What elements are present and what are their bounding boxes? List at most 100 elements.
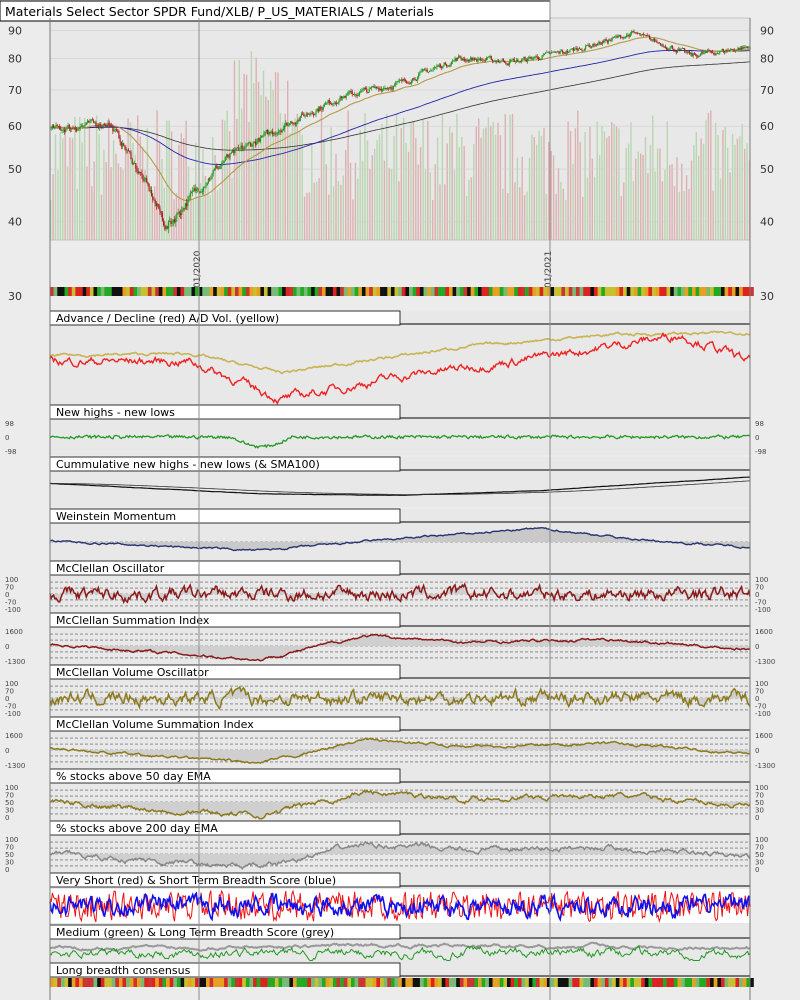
candle-body [351, 91, 353, 95]
candle-body [720, 50, 722, 52]
candle-body [599, 41, 601, 44]
candle-body [321, 108, 323, 110]
candle-body [89, 121, 91, 123]
candle-body [62, 129, 64, 131]
volume-bar [577, 110, 579, 240]
panel-title: McClellan Volume Oscillator [56, 666, 209, 679]
candle-body [202, 186, 205, 192]
candle-body [397, 81, 399, 82]
panel-tick-left: 50 [5, 851, 14, 859]
panel-tick-right: 98 [755, 420, 764, 428]
strip-top-cell [409, 287, 413, 296]
candle-body [310, 113, 312, 115]
candle-body [367, 92, 369, 93]
candle-body [609, 39, 611, 41]
candle-body [240, 145, 242, 148]
candle-body [548, 51, 550, 54]
volume-bar [398, 181, 400, 240]
strip-top-cell [365, 287, 370, 296]
strip-top-cell [314, 287, 319, 296]
volume-bar [272, 89, 274, 240]
strip-top-cell [271, 287, 275, 296]
candle-body [709, 50, 711, 52]
strip-bottom-cell [478, 978, 482, 987]
strip-bottom-cell [430, 978, 435, 987]
candle-body [663, 46, 665, 48]
volume-bar [287, 80, 289, 240]
candle-body [181, 210, 183, 215]
candle-body [456, 58, 458, 61]
strip-top-cell [213, 287, 217, 296]
candle-body [678, 48, 680, 50]
volume-bar [81, 142, 83, 240]
candle-body [650, 39, 652, 40]
candle-body [441, 67, 443, 69]
candle-body [238, 147, 240, 149]
volume-bar [594, 177, 596, 240]
volume-bar [478, 118, 480, 240]
candle-body [149, 190, 151, 191]
candle-body [172, 219, 174, 222]
volume-bar [168, 120, 170, 240]
volume-bar [519, 187, 521, 240]
strip-bottom-cell [608, 978, 613, 987]
candle-body [645, 35, 647, 36]
candle-body [105, 125, 107, 126]
volume-bar [569, 130, 572, 240]
volume-bar [313, 182, 315, 240]
strip-top-cell [71, 287, 76, 296]
panel-tick-right: -70 [755, 599, 766, 607]
candle-body [90, 119, 92, 122]
volume-bar [262, 70, 265, 240]
candle-body [464, 58, 466, 61]
panel-tick-right: 100 [755, 680, 768, 688]
candle-body [489, 56, 491, 57]
strip-bottom-cell [57, 978, 62, 987]
candle-body [512, 58, 514, 60]
candle-body [385, 88, 387, 89]
candle-body [317, 108, 319, 111]
candle-body [737, 48, 739, 50]
strip-top-cell [169, 287, 174, 296]
candle-body [497, 61, 500, 63]
volume-bar [57, 170, 59, 240]
panel-tick-right: 0 [755, 643, 759, 651]
indicator-line [49, 685, 751, 710]
volume-bar [678, 191, 681, 240]
strip-top-cell [561, 287, 566, 296]
candle-body [566, 51, 568, 53]
volume-bar [453, 170, 456, 240]
strip-top-cell [604, 287, 609, 296]
strip-top-cell [369, 287, 373, 296]
candle-body [389, 87, 391, 89]
strip-top-cell [60, 287, 65, 296]
panel-tick-left: -100 [5, 710, 21, 718]
strip-top-cell [572, 287, 577, 296]
candle-body [493, 60, 495, 62]
candle-body [695, 54, 697, 56]
price-tick-right: 60 [760, 120, 774, 133]
volume-bar [555, 194, 557, 240]
candle-body [500, 61, 502, 63]
strip-bottom-cell [441, 978, 446, 987]
strip-top-cell [162, 287, 167, 296]
panel-tick-left: 0 [5, 866, 9, 874]
strip-top-cell [423, 287, 428, 296]
strip-bottom-cell [467, 978, 471, 987]
candle-body [125, 149, 127, 151]
strip-bottom-cell [579, 978, 584, 987]
panel-tick-left: 0 [5, 434, 9, 442]
candle-body [731, 49, 733, 50]
candle-body [151, 190, 153, 197]
candle-body [200, 191, 202, 193]
strip-bottom-cell [329, 978, 334, 987]
candle-body [508, 61, 510, 65]
candle-body [224, 157, 226, 161]
volume-bar [79, 116, 81, 240]
strip-bottom-cell [271, 978, 275, 987]
volume-bar [635, 158, 637, 240]
volume-bar [154, 186, 156, 240]
volume-bar [712, 190, 714, 240]
candle-body [719, 50, 721, 54]
